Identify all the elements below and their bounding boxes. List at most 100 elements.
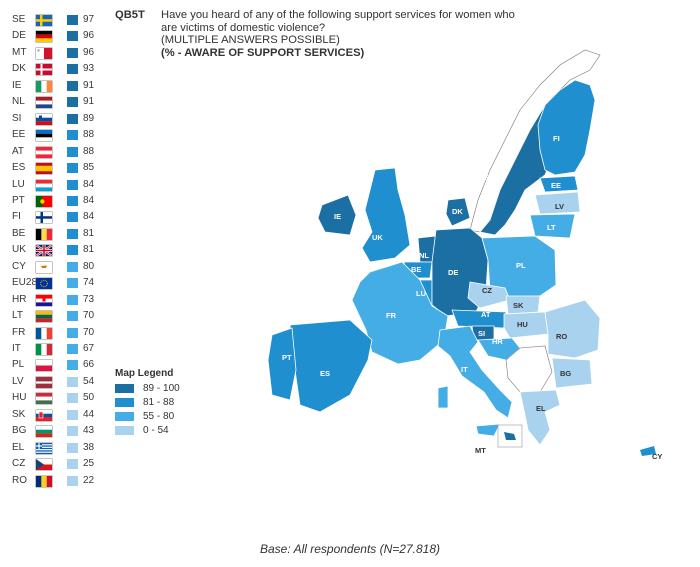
country-row: CY 80 [12,260,102,274]
country-value: 73 [83,293,95,305]
country-row: PL 66 [12,358,102,372]
country-code: LV [12,375,24,387]
legend-label: 55 - 80 [143,411,175,422]
value-swatch [67,245,78,256]
country-value: 84 [83,211,95,223]
country-row: FI 84 [12,210,102,224]
country-pt [267,327,297,401]
map-label-bg: BG [560,369,571,378]
country-value: 91 [83,96,95,108]
map-label-el: EL [536,404,546,413]
value-swatch [67,64,78,75]
country-row: IE 91 [12,79,102,93]
map-legend: Map Legend 89 - 100 81 - 88 55 - 80 0 - 54 [115,368,225,438]
country-value: 96 [83,46,95,58]
flag-ee-icon [36,130,52,142]
country-row: UK 81 [12,243,102,257]
question-text-block: Have you heard of any of the following s… [161,9,521,59]
legend-item: 89 - 100 [115,382,225,396]
country-code: NL [12,96,25,108]
question-note: (MULTIPLE ANSWERS POSSIBLE) [161,34,340,46]
country-fr [351,261,449,365]
country-row: IT 67 [12,342,102,356]
country-at [451,309,507,329]
country-uk [361,167,411,263]
country-value: 25 [83,458,95,470]
flag-fr-icon [36,327,52,339]
country-code: SK [12,408,26,420]
country-code: UK [12,244,26,256]
country-value: 70 [83,326,95,338]
country-code: BE [12,227,26,239]
country-code: DE [12,30,26,42]
flag-be-icon [36,228,52,240]
country-code: DK [12,63,26,75]
country-code: CY [12,260,26,272]
country-row: LU 84 [12,178,102,192]
footer-base: Base: All respondents (N=27.818) [260,542,440,556]
country-code: EE [12,129,26,141]
flag-si-icon [36,113,52,125]
value-swatch [67,426,78,437]
country-value: 81 [83,227,95,239]
question-id: QB5T [115,9,145,21]
map-label-hr: HR [492,337,503,346]
country-row: LT 70 [12,309,102,323]
map-label-es: ES [320,369,330,378]
country-value: 66 [83,359,95,371]
country-code: ES [12,162,26,174]
value-swatch [67,344,78,354]
country-code: FR [12,326,26,338]
value-swatch [67,278,78,289]
map-label-mt: MT [475,446,486,455]
flag-uk-icon [36,245,52,257]
map-label-at: AT [481,310,491,319]
country-value: 85 [83,162,95,174]
map-label-lv: LV [555,202,564,211]
country-code: RO [12,474,27,486]
country-bg [551,357,593,389]
flag-at-icon [36,146,52,158]
country-row: AT 88 [12,145,102,159]
country-it-sardinia [437,385,449,409]
legend-swatch [115,384,134,393]
map-label-de: DE [448,268,458,277]
question-text: Have you heard of any of the following s… [161,9,515,34]
map-label-it: IT [461,365,468,374]
flag-bg-icon [36,426,52,438]
country-value: 43 [83,425,95,437]
country-row: DE 96 [12,29,102,43]
flag-hr-icon [36,294,52,306]
country-row: NL 91 [12,95,102,109]
country-row: BG 43 [12,424,102,438]
value-swatch [67,376,78,387]
map-label-pt: PT [282,353,292,362]
flag-nl-icon [36,97,52,109]
country-mt [504,432,516,440]
flag-it-icon [36,344,52,355]
country-value: 38 [83,441,95,453]
flag-eu-icon [36,278,52,290]
legend-item: 55 - 80 [115,410,225,424]
country-value: 44 [83,408,95,420]
country-code: EL [12,441,25,453]
question-subtitle: (% - AWARE OF SUPPORT SERVICES) [161,46,365,59]
value-swatch [67,409,78,420]
legend-label: 81 - 88 [143,397,175,408]
value-swatch [67,228,78,239]
value-swatch [67,294,78,305]
map-label-fi: FI [553,134,560,143]
value-swatch [67,442,78,453]
legend-swatch [115,398,134,407]
flag-pt-icon [36,195,52,207]
value-swatch [67,113,78,124]
map-label-nl: NL [419,251,429,260]
value-swatch [67,163,78,174]
value-swatch [67,459,78,470]
flag-se-icon [36,15,52,26]
country-row: FR 70 [12,326,102,340]
value-swatch [67,97,78,108]
value-swatch [67,80,78,91]
country-value: 50 [83,392,95,404]
flag-dk-icon [36,64,52,76]
